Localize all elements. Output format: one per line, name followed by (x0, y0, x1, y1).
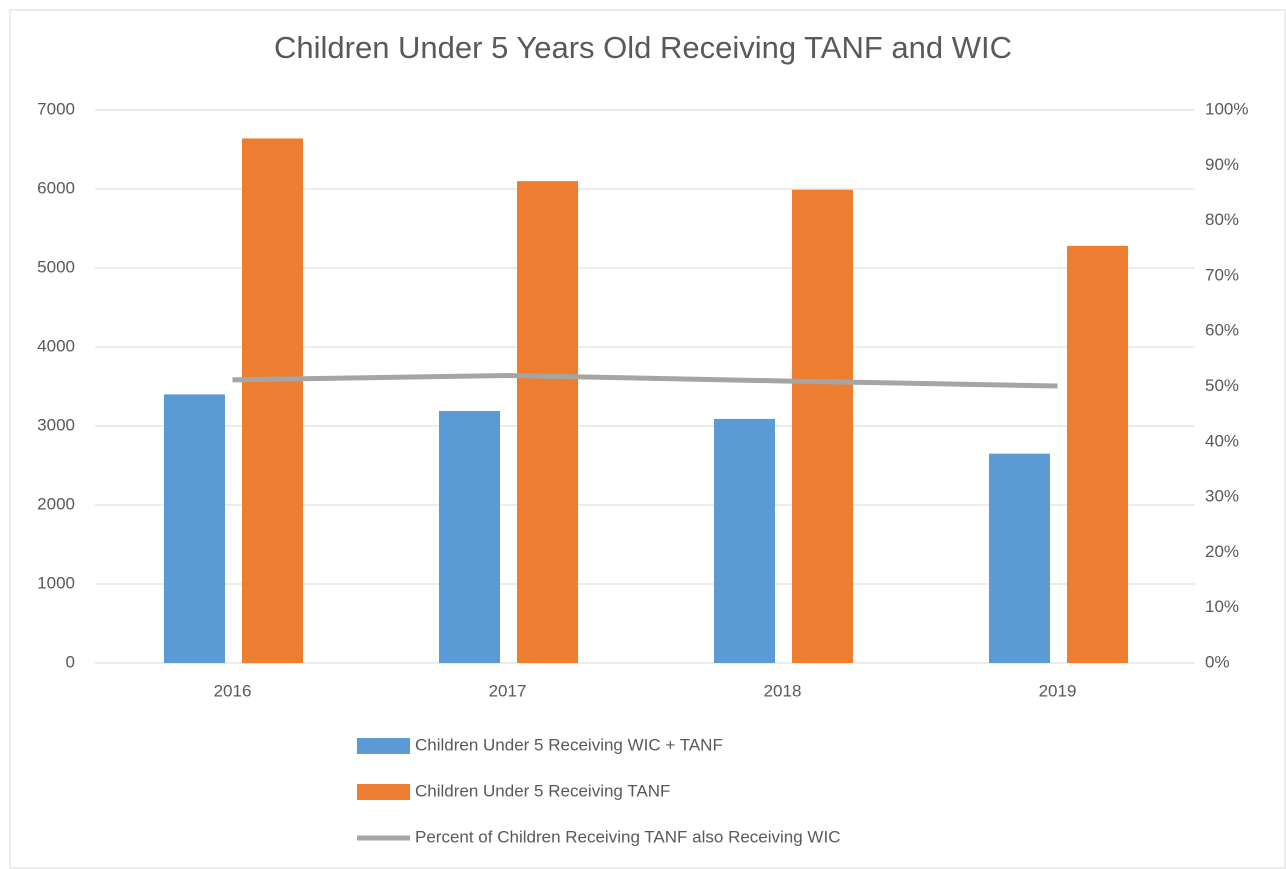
y2-tick-label: 70% (1205, 265, 1239, 284)
y-tick-label: 3000 (37, 415, 75, 434)
y2-tick-label: 10% (1205, 597, 1239, 616)
y-tick-label: 2000 (37, 494, 75, 513)
legend-label: Children Under 5 Receiving WIC + TANF (415, 735, 723, 754)
bar (714, 418, 775, 663)
bar (517, 181, 578, 663)
bar (1067, 245, 1128, 663)
y2-tick-label: 20% (1205, 542, 1239, 561)
legend-label: Percent of Children Receiving TANF also … (415, 827, 840, 846)
y2-tick-label: 30% (1205, 487, 1239, 506)
y-tick-label: 6000 (37, 178, 75, 197)
bar (242, 138, 303, 663)
y-tick-label: 1000 (37, 573, 75, 592)
x-tick-label: 2019 (1039, 681, 1077, 700)
y2-tick-label: 0% (1205, 652, 1230, 671)
chart-title: Children Under 5 Years Old Receiving TAN… (274, 30, 1012, 65)
legend-label: Children Under 5 Receiving TANF (415, 781, 670, 800)
bar (439, 410, 500, 663)
y-tick-label: 0 (66, 652, 75, 671)
legend-swatch (357, 738, 410, 754)
line (232, 372, 1058, 389)
y2-tick-label: 40% (1205, 431, 1239, 450)
y2-tick-label: 100% (1205, 99, 1248, 118)
y2-tick-label: 50% (1205, 376, 1239, 395)
y2-tick-label: 80% (1205, 210, 1239, 229)
bar (164, 394, 225, 663)
bar (989, 453, 1050, 663)
x-tick-label: 2017 (489, 681, 527, 700)
y-tick-label: 7000 (37, 99, 75, 118)
y2-tick-label: 90% (1205, 155, 1239, 174)
bar (792, 189, 853, 664)
x-tick-label: 2016 (214, 681, 252, 700)
y2-tick-label: 60% (1205, 321, 1239, 340)
y-tick-label: 4000 (37, 336, 75, 355)
x-tick-label: 2018 (764, 681, 802, 700)
legend-swatch (357, 784, 410, 800)
y-tick-label: 5000 (37, 257, 75, 276)
